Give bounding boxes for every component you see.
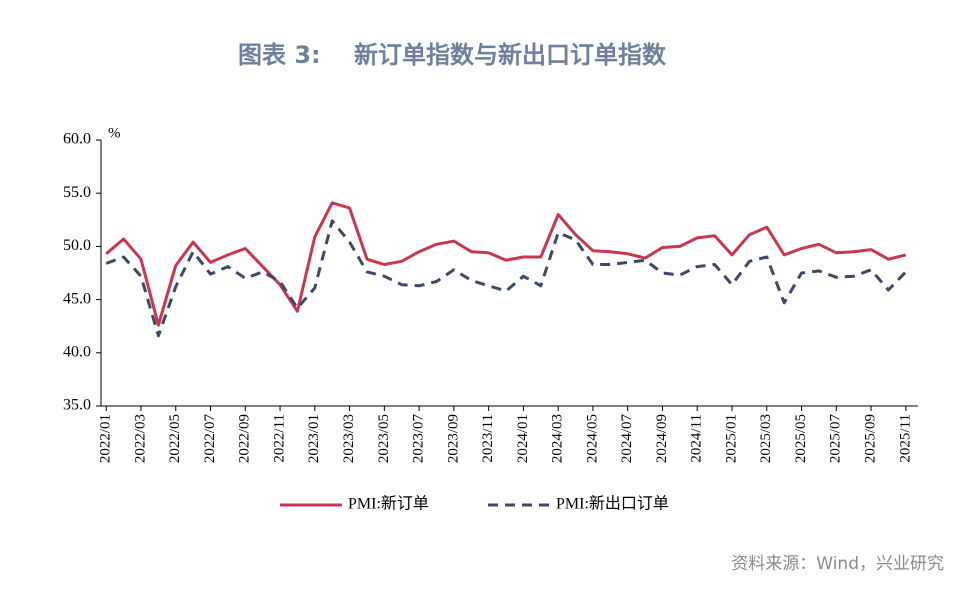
x-tick-label: 2023/01 xyxy=(306,414,322,463)
x-tick-label: 2024/05 xyxy=(584,414,600,463)
x-tick-label: 2023/05 xyxy=(376,414,392,463)
legend-label: PMI:新订单 xyxy=(348,495,429,513)
x-tick-label: 2023/07 xyxy=(411,414,427,464)
y-tick-label: 55.0 xyxy=(63,184,91,201)
y-tick-label: 50.0 xyxy=(63,237,91,254)
x-tick-label: 2022/05 xyxy=(167,414,183,463)
chart-title: 新订单指数与新出口订单指数 xyxy=(354,41,667,69)
x-tick-label: 2024/01 xyxy=(515,414,531,463)
x-tick-label: 2023/03 xyxy=(341,414,357,463)
x-tick-label: 2023/09 xyxy=(445,414,461,463)
x-tick-label: 2024/09 xyxy=(654,414,670,463)
source: 资料来源：Wind，兴业研究 xyxy=(731,554,944,574)
x-tick-label: 2025/09 xyxy=(863,414,879,463)
y-tick-label: 35.0 xyxy=(63,397,91,414)
x-tick-label: 2024/07 xyxy=(619,414,635,464)
figure-label: 图表 3: xyxy=(238,41,321,69)
series-line xyxy=(105,219,907,338)
x-tick-label: 2025/05 xyxy=(793,414,809,463)
x-tick-label: 2024/11 xyxy=(689,414,705,463)
x-tick-label: 2022/03 xyxy=(132,414,148,463)
y-tick-label: 40.0 xyxy=(63,343,91,360)
x-tick-label: 2025/01 xyxy=(723,414,739,463)
legend-label: PMI:新出口订单 xyxy=(556,495,669,513)
x-tick-label: 2022/07 xyxy=(202,414,218,464)
y-tick-label: 60.0 xyxy=(63,131,91,148)
series-line xyxy=(105,201,907,327)
x-tick-label: 2024/03 xyxy=(550,414,566,463)
y-tick-label: 45.0 xyxy=(63,290,91,307)
x-tick-label: 2025/03 xyxy=(758,414,774,463)
x-tick-label: 2022/01 xyxy=(98,414,114,463)
x-tick-label: 2023/11 xyxy=(480,414,496,463)
x-tick-label: 2025/11 xyxy=(897,414,913,463)
x-tick-label: 2025/07 xyxy=(828,414,844,464)
x-tick-label: 2022/11 xyxy=(271,414,287,463)
y-unit: % xyxy=(108,125,121,141)
x-tick-label: 2022/09 xyxy=(237,414,253,463)
